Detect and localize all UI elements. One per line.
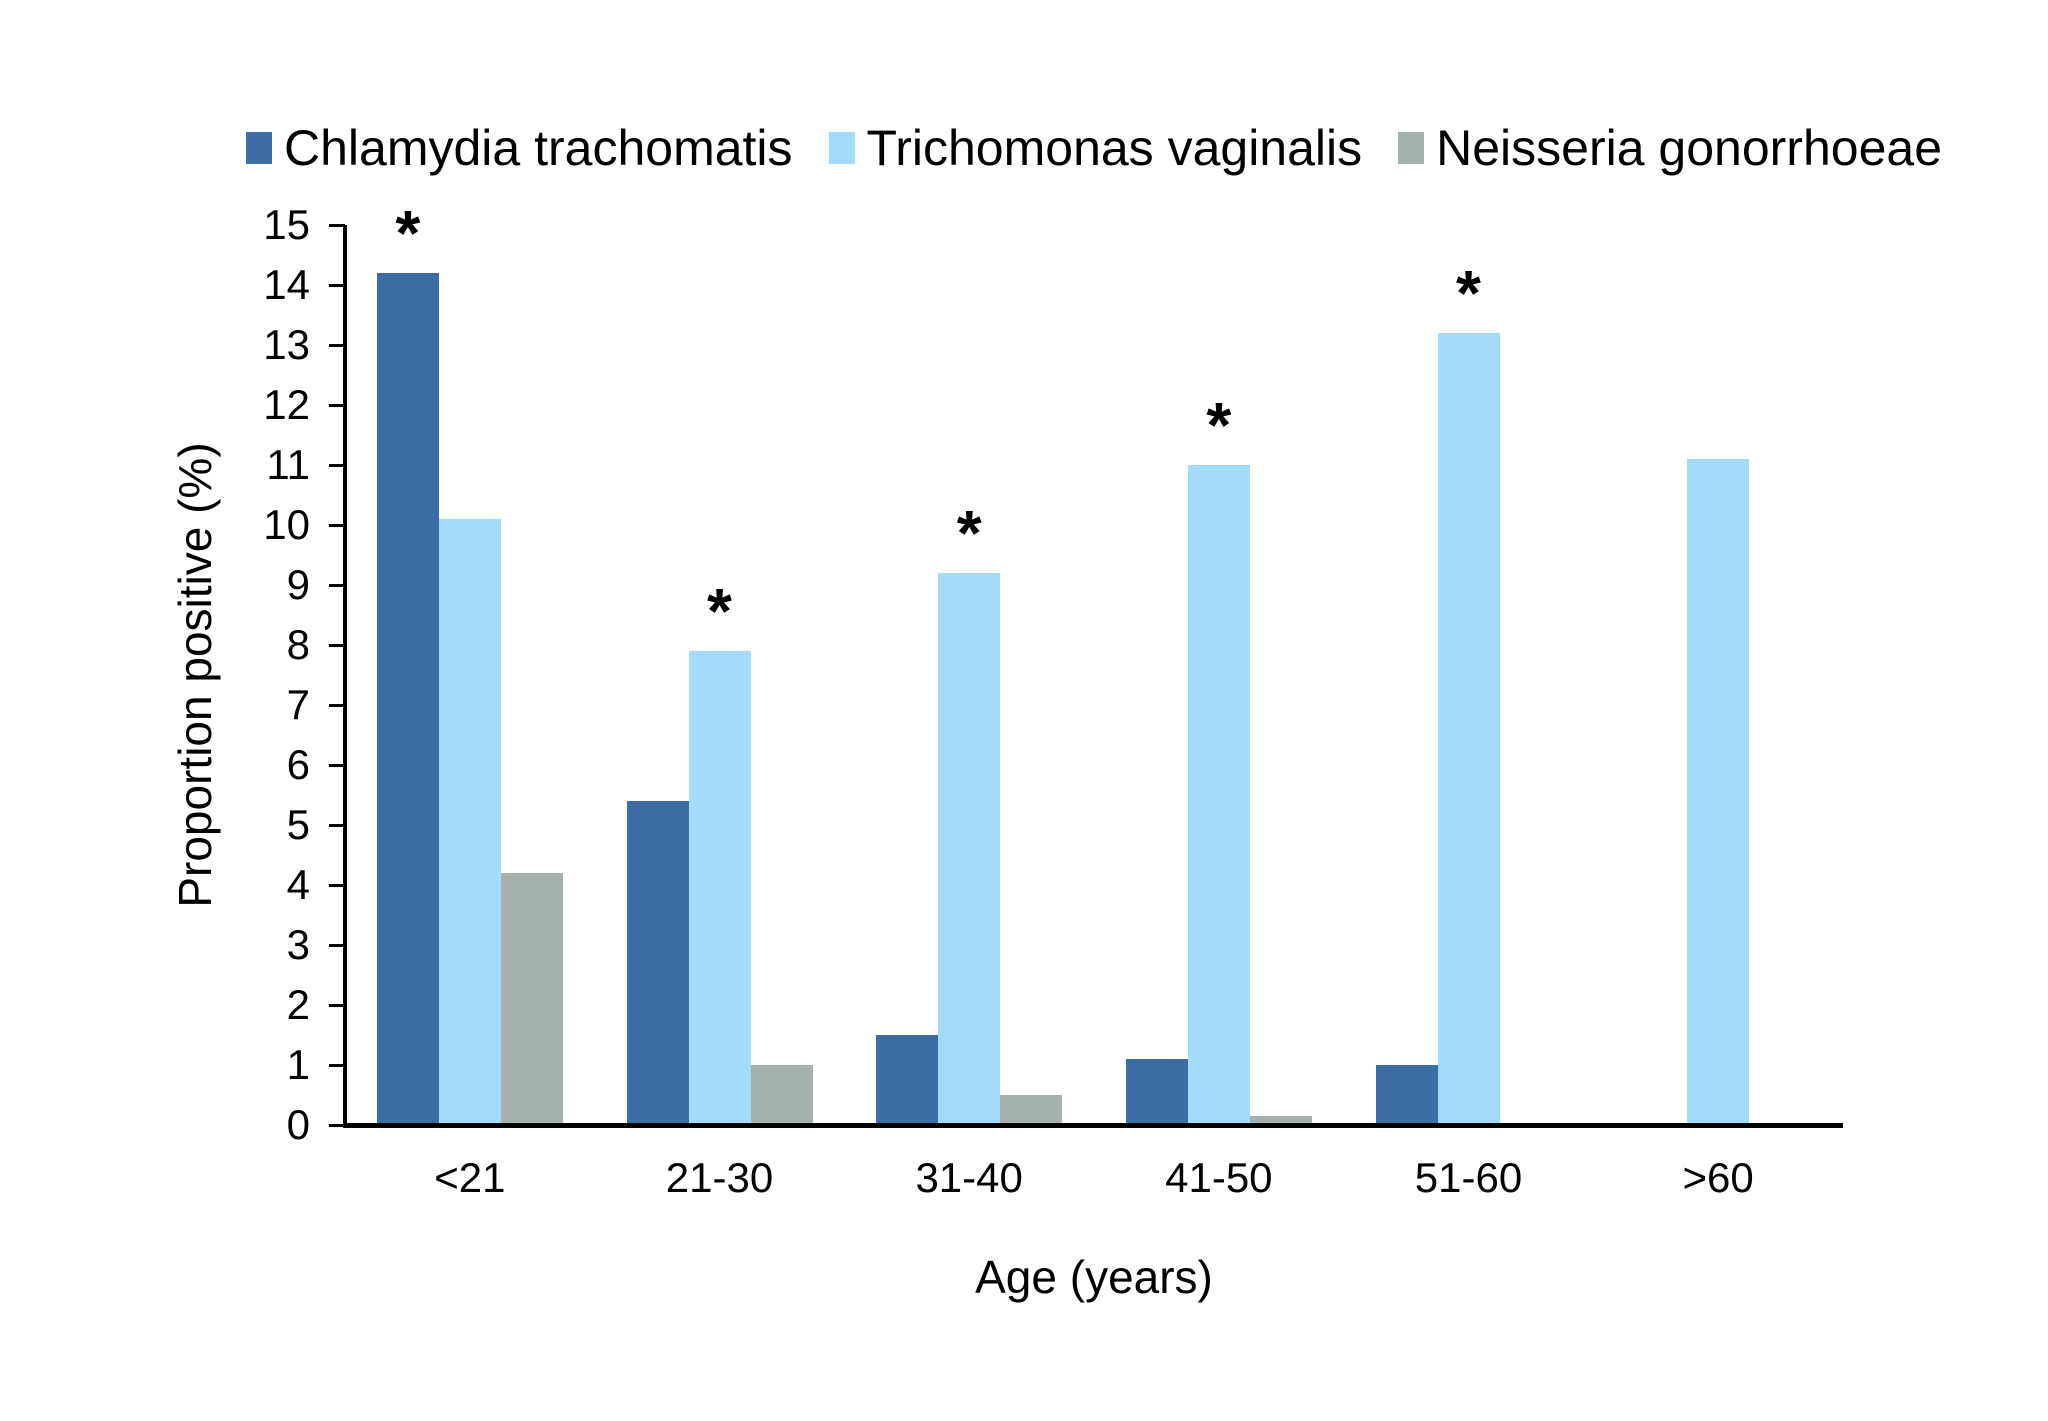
bar-trichomonas-vaginalis-21-30: [688, 651, 751, 1125]
y-tick-label-15: 15: [263, 201, 310, 248]
y-tick-mark-4: [329, 883, 345, 887]
y-tick-label-9: 9: [286, 561, 310, 608]
x-tick-label-41-50: 41-50: [1165, 1154, 1273, 1201]
bar-chlamydia-trachomatis-21-30: [626, 801, 689, 1125]
bar-neisseria-gonorrhoeae-41-50: [1249, 1116, 1312, 1125]
bar-trichomonas-vaginalis-51-60: [1437, 333, 1500, 1125]
y-tick-mark-5: [329, 823, 345, 827]
y-tick-mark-6: [329, 763, 345, 767]
x-axis-title: Age (years): [975, 1251, 1213, 1303]
y-tick-mark-14: [329, 283, 345, 287]
plot-area: 0 1 2 3 4 5 6 7 8 9 10 11 12 13 14 15 * <21 * 21-30 * 31-40 * 4…: [263, 201, 1843, 1201]
y-tick-mark-13: [329, 343, 345, 347]
y-tick-label-0: 0: [286, 1101, 310, 1148]
bar-trichomonas-vaginalis-60: [1687, 459, 1750, 1125]
y-tick-mark-15: [329, 223, 345, 227]
y-tick-mark-11: [329, 463, 345, 467]
x-tick-label-60: >60: [1682, 1154, 1754, 1201]
legend-item-chlamydia: Chlamydia trachomatis: [246, 118, 793, 178]
legend-swatch-chlamydia: [246, 132, 273, 164]
y-tick-mark-3: [329, 943, 345, 947]
legend: Chlamydia trachomatis Trichomonas vagina…: [246, 116, 1942, 180]
significance-asterisk-trichomonas-vaginalis-51-60: *: [1456, 257, 1481, 329]
y-tick-label-11: 11: [266, 441, 310, 488]
legend-label-chlamydia: Chlamydia trachomatis: [284, 120, 793, 176]
legend-label-neisseria: Neisseria gonorrhoeae: [1436, 120, 1942, 176]
bar-chlamydia-trachomatis-41-50: [1125, 1059, 1188, 1125]
bar-trichomonas-vaginalis-21: [438, 519, 501, 1125]
y-tick-mark-7: [329, 703, 345, 707]
y-tick-label-12: 12: [263, 381, 310, 428]
legend-item-trichomonas: Trichomonas vaginalis: [828, 118, 1363, 178]
x-tick-label-31-40: 31-40: [915, 1154, 1023, 1201]
legend-swatch-trichomonas: [828, 132, 855, 164]
bar-chlamydia-trachomatis-31-40: [876, 1035, 939, 1125]
y-tick-label-13: 13: [263, 321, 310, 368]
bar-neisseria-gonorrhoeae-31-40: [1000, 1095, 1063, 1125]
y-tick-label-2: 2: [286, 981, 310, 1028]
significance-asterisk-trichomonas-vaginalis-31-40: *: [956, 497, 982, 569]
bar-chlamydia-trachomatis-21: [376, 273, 439, 1125]
x-axis-line: [343, 1123, 1843, 1128]
y-tick-label-4: 4: [286, 861, 310, 908]
y-tick-label-3: 3: [286, 921, 310, 968]
y-tick-label-8: 8: [286, 621, 310, 668]
y-tick-mark-10: [329, 523, 345, 527]
significance-asterisk-trichomonas-vaginalis-41-50: *: [1206, 389, 1232, 461]
bar-trichomonas-vaginalis-41-50: [1187, 465, 1250, 1125]
significance-asterisk-trichomonas-vaginalis-21-30: *: [707, 575, 732, 647]
y-tick-label-10: 10: [263, 501, 310, 548]
x-tick-label-21-30: 21-30: [665, 1154, 774, 1201]
bar-neisseria-gonorrhoeae-21: [500, 873, 563, 1125]
x-tick-label-21: <21: [434, 1154, 506, 1201]
y-tick-mark-12: [329, 403, 345, 407]
y-tick-mark-0: [329, 1123, 345, 1127]
y-tick-label-6: 6: [286, 741, 310, 788]
y-tick-label-14: 14: [263, 261, 310, 308]
bar-chlamydia-trachomatis-51-60: [1375, 1065, 1438, 1125]
significance-asterisk-chlamydia-trachomatis-21: *: [395, 197, 421, 269]
y-axis-line: [343, 225, 347, 1128]
y-tick-label-5: 5: [286, 801, 310, 848]
bar-trichomonas-vaginalis-31-40: [938, 573, 1001, 1125]
x-tick-label-51-60: 51-60: [1414, 1154, 1523, 1201]
legend-item-neisseria: Neisseria gonorrhoeae: [1398, 118, 1942, 178]
bar-neisseria-gonorrhoeae-21-30: [750, 1065, 813, 1125]
y-tick-mark-9: [329, 583, 345, 587]
y-tick-mark-2: [329, 1003, 345, 1007]
legend-swatch-neisseria: [1398, 132, 1425, 164]
y-tick-label-7: 7: [286, 681, 310, 728]
y-tick-label-1: 1: [286, 1041, 310, 1088]
y-tick-mark-8: [329, 643, 345, 647]
legend-label-trichomonas: Trichomonas vaginalis: [866, 120, 1363, 176]
y-tick-mark-1: [329, 1063, 345, 1067]
